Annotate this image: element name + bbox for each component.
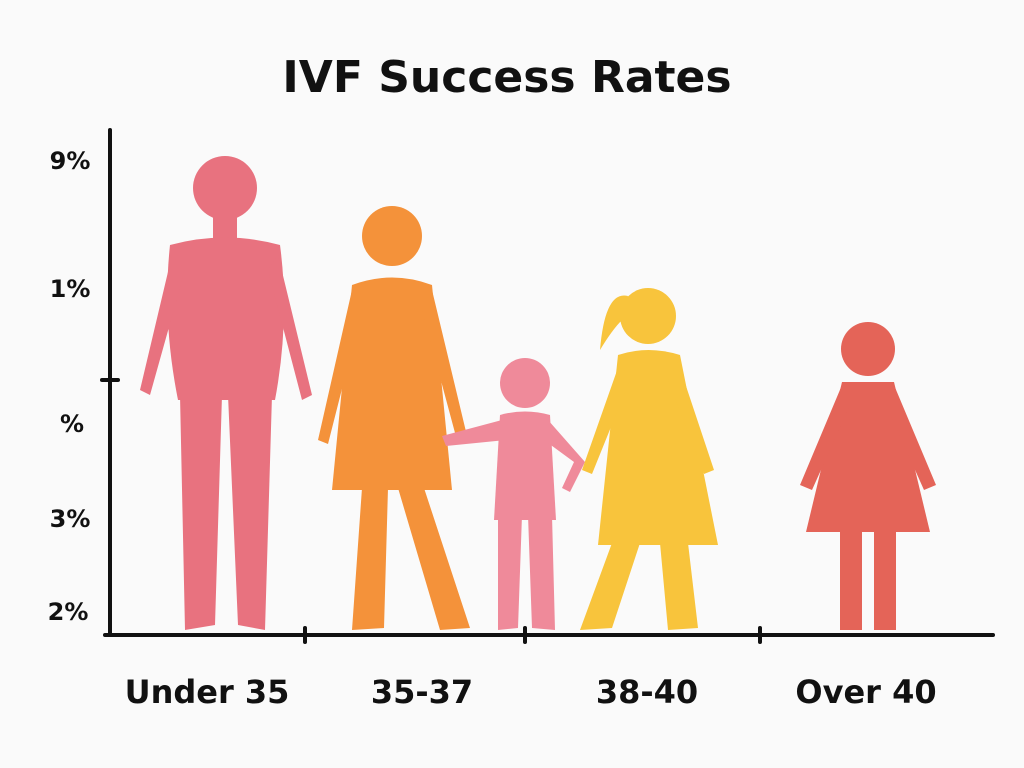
y-axis-label: % — [60, 410, 84, 438]
figure-legs — [580, 543, 698, 630]
y-axis-label: 3% — [50, 505, 91, 533]
figure-ponytail — [600, 295, 628, 350]
figure-head — [500, 358, 550, 408]
figure-body — [494, 411, 556, 520]
y-axis-label: 1% — [50, 275, 91, 303]
figure-leg — [840, 530, 862, 630]
figure-legs — [352, 488, 470, 630]
y-axis-label: 2% — [48, 598, 89, 626]
figure-woman — [140, 156, 312, 630]
x-tick-label: Over 40 — [795, 673, 936, 711]
figure-neck — [213, 212, 237, 242]
figure-girl — [318, 206, 470, 630]
figure-girl-ponytail — [580, 288, 718, 630]
x-tick-label: 38-40 — [596, 673, 698, 711]
figure-arms — [800, 385, 936, 490]
figure-head — [620, 288, 676, 344]
figure-woman-icon — [800, 322, 936, 630]
figure-head — [841, 322, 895, 376]
figure-body — [167, 237, 284, 400]
figure-legs — [498, 515, 555, 630]
y-axis-label: 9% — [50, 147, 91, 175]
figure-arms — [318, 290, 468, 444]
figure-arms — [582, 362, 714, 474]
chart-title: IVF Success Rates — [282, 52, 731, 103]
figure-child — [442, 358, 585, 630]
x-tick-label: 35-37 — [371, 673, 473, 711]
x-tick-label: Under 35 — [125, 673, 290, 711]
figure-legs — [180, 395, 272, 630]
figure-head — [362, 206, 422, 266]
figure-dress — [332, 277, 452, 490]
figure-arms — [442, 420, 585, 492]
figure-head — [193, 156, 257, 220]
figure-leg — [874, 530, 896, 630]
